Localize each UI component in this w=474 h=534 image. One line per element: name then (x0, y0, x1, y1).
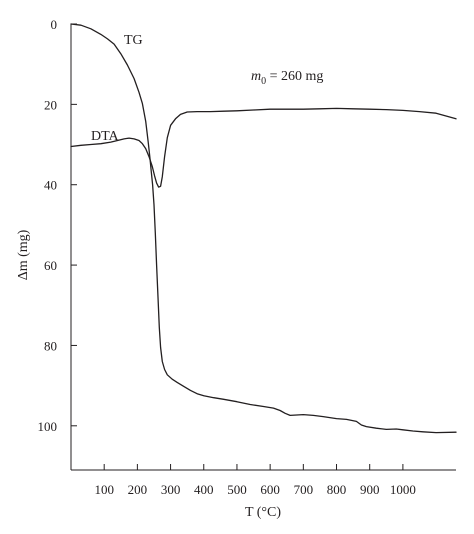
series-line-tg (70, 23, 457, 434)
y-tick-label: 20 (44, 97, 57, 112)
series-layer (70, 23, 457, 434)
curve-label-tg: TG (124, 33, 143, 48)
x-axis-label-text: T (°C) (245, 505, 281, 520)
x-tick-label: 300 (161, 482, 181, 497)
x-tick-label: 600 (260, 482, 280, 497)
y-tick-label: 40 (44, 178, 57, 193)
mass-annotation-value: = 260 mg (266, 69, 323, 84)
x-tick-label: 900 (360, 482, 380, 497)
y-tick-label: 60 (44, 258, 57, 273)
x-ticks: 100 200 300 400 500 600 700 800 900 1000 (94, 464, 416, 497)
x-tick-label: 400 (194, 482, 214, 497)
mass-annotation-subscript: 0 (261, 76, 266, 87)
series-line-dta (70, 107, 457, 188)
y-axis-label-text: Δm (mg) (16, 229, 31, 280)
x-tick-label: 100 (94, 482, 114, 497)
y-tick-label: 100 (38, 419, 58, 434)
x-tick-label: 1000 (390, 482, 416, 497)
axes (70, 24, 456, 471)
mass-annotation-symbol: m (251, 69, 261, 84)
y-tick-label: 80 (44, 338, 57, 353)
mass-annotation: m0 = 260 mg (251, 69, 323, 87)
y-ticks: 0 20 40 60 80 100 (38, 17, 77, 434)
curve-label-dta: DTA (91, 129, 120, 144)
x-tick-label: 800 (327, 482, 347, 497)
y-tick-label: 0 (51, 17, 58, 32)
x-tick-label: 700 (294, 482, 314, 497)
y-axis-label: Δm (mg) (16, 229, 31, 280)
x-axis-label: T (°C) (245, 505, 281, 520)
x-tick-label: 200 (128, 482, 148, 497)
x-tick-label: 500 (227, 482, 247, 497)
